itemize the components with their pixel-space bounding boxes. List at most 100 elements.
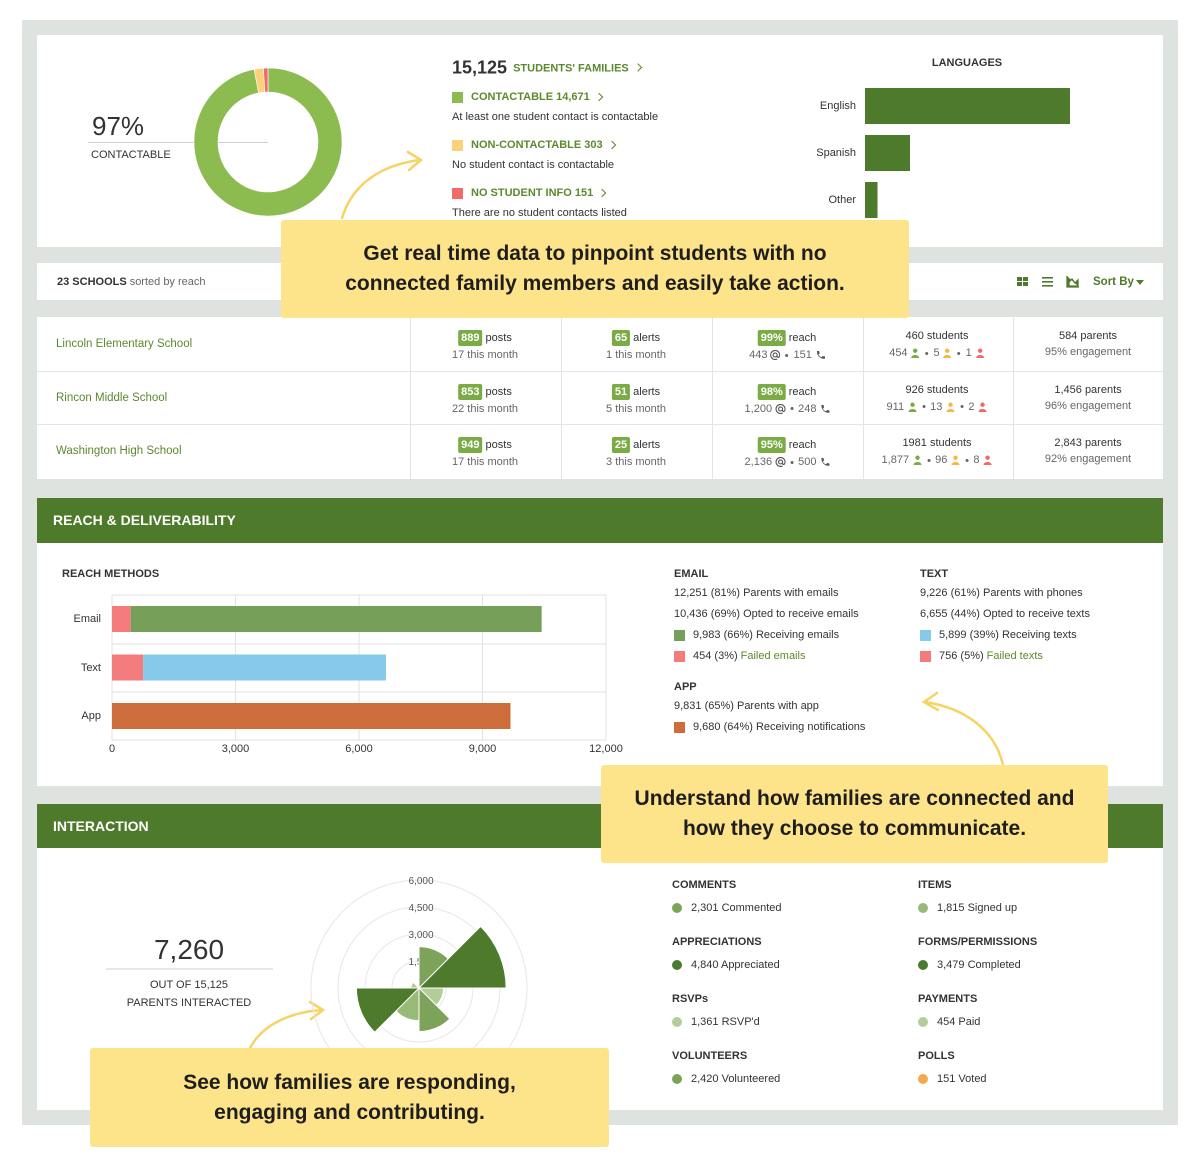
chart-icon[interactable] xyxy=(1066,276,1079,288)
stat-line: 12,251 (81%) Parents with emails xyxy=(674,587,839,599)
grid-icon[interactable] xyxy=(1023,277,1028,281)
legend-label[interactable]: NON-CONTACTABLE xyxy=(471,139,582,151)
bar-segment xyxy=(112,654,144,681)
phone-icon-shape xyxy=(821,458,830,467)
link-arrow xyxy=(597,188,607,198)
legend-dot xyxy=(672,1074,682,1084)
legend-swatch xyxy=(452,139,463,151)
callout: See how families are responding, engagin… xyxy=(90,1048,609,1147)
arrow xyxy=(340,158,422,220)
person-icon-shape xyxy=(913,455,922,466)
month-note: 22 this month xyxy=(451,402,519,415)
list-icon[interactable] xyxy=(1042,285,1053,287)
legend-description: No student contact is contactable xyxy=(452,159,615,171)
separator xyxy=(922,405,926,409)
partial-count: 5 xyxy=(933,347,940,359)
section-title: REACH & DELIVERABILITY xyxy=(53,512,236,528)
phone-icon xyxy=(821,404,830,413)
legend-text: 5,899 (39%) Receiving texts xyxy=(939,629,1077,641)
group-text: 3,479 Completed xyxy=(937,959,1021,971)
sort-by[interactable]: Sort By xyxy=(1093,276,1134,288)
person-icon xyxy=(983,455,992,466)
stat-legend: 9,680 (64%) Receiving notifications xyxy=(674,720,865,734)
arrow xyxy=(923,700,1005,767)
legend-dot xyxy=(918,960,928,970)
legend-item[interactable]: CONTACTABLE 14,671 xyxy=(452,90,603,104)
legend-link[interactable]: Failed texts xyxy=(986,650,1043,662)
dropdown-caret[interactable] xyxy=(1136,280,1144,285)
legend-label[interactable]: CONTACTABLE xyxy=(471,91,554,103)
legend-value[interactable]: 14,671 xyxy=(556,91,590,103)
grid-icon[interactable] xyxy=(1017,277,1022,281)
grid-icon[interactable] xyxy=(1023,282,1028,286)
phone-count: 248 xyxy=(798,402,817,415)
group-title: COMMENTS xyxy=(672,879,737,891)
language-label: English xyxy=(819,100,856,112)
legend-text: 9,680 (64%) Receiving notifications xyxy=(693,721,866,733)
bar-segment xyxy=(112,606,131,632)
badge-row: 51 alerts xyxy=(611,383,660,400)
stat-legend: 5,899 (39%) Receiving texts xyxy=(920,628,1077,642)
link-arrow xyxy=(633,62,642,72)
stat-line: 6,655 (44%) Opted to receive texts xyxy=(920,608,1090,620)
grid-icon[interactable] xyxy=(1017,282,1022,286)
badge: 98% xyxy=(757,383,786,400)
list-icon[interactable] xyxy=(1042,277,1053,279)
phone-count: 500 xyxy=(798,456,817,469)
count-label: PARENTS INTERACTED xyxy=(126,997,252,1009)
badge-row: 889 posts xyxy=(458,330,512,346)
category-label: App xyxy=(81,710,101,722)
group-item: 3,479 Completed xyxy=(918,958,1021,972)
total-link[interactable]: STUDENTS' FAMILIES xyxy=(513,62,629,75)
reach-detail: 443 151 xyxy=(749,348,825,362)
at-icon-shape xyxy=(770,350,781,360)
reach-detail: 2,136 500 xyxy=(745,455,830,469)
chart-title: REACH METHODS xyxy=(62,568,160,580)
x-tick-label: 9,000 xyxy=(468,743,497,755)
reach-panel xyxy=(37,498,1163,786)
stat-title: EMAIL xyxy=(674,568,709,580)
donut-slice xyxy=(263,67,269,93)
separator xyxy=(927,458,931,462)
group-item: 2,420 Volunteered xyxy=(672,1072,780,1086)
legend-link[interactable]: Failed emails xyxy=(740,650,806,662)
legend-value[interactable]: 151 xyxy=(574,187,594,199)
list-icon[interactable] xyxy=(1042,281,1053,283)
table-border xyxy=(37,424,1163,425)
phone-icon-shape xyxy=(816,351,825,359)
person-icon xyxy=(911,348,920,358)
group-title: POLLS xyxy=(918,1050,955,1062)
legend-item[interactable]: NO STUDENT INFO 151 xyxy=(452,186,607,200)
language-label: Other xyxy=(828,194,856,206)
separator xyxy=(957,351,961,355)
separator xyxy=(960,405,964,409)
legend-swatch xyxy=(674,629,685,641)
month-note: 5 this month xyxy=(606,402,666,415)
group-title: RSVPs xyxy=(672,993,709,1005)
bar-segment xyxy=(112,703,511,729)
legend-item[interactable]: NON-CONTACTABLE 303 xyxy=(452,138,616,152)
at-icon xyxy=(775,403,786,414)
arrow-head xyxy=(406,150,424,172)
legend-dot xyxy=(672,960,682,970)
at-icon-shape xyxy=(775,457,786,468)
link-arrow xyxy=(594,92,603,102)
stat-line: 9,226 (61%) Parents with phones xyxy=(920,587,1083,599)
school-name[interactable]: Lincoln Elementary School xyxy=(56,338,193,350)
schools-count: 23 SCHOOLS xyxy=(57,276,127,288)
group-item: 2,301 Commented xyxy=(672,901,782,915)
legend-value[interactable]: 303 xyxy=(584,139,603,151)
summary-panel xyxy=(37,35,1163,247)
group-title: PAYMENTS xyxy=(918,993,978,1005)
school-name[interactable]: Washington High School xyxy=(56,445,182,458)
badge-row: 95% reach xyxy=(757,437,816,454)
legend-label[interactable]: NO STUDENT INFO xyxy=(471,187,572,199)
separator xyxy=(790,460,794,464)
x-tick-label: 3,000 xyxy=(221,743,250,755)
legend-swatch xyxy=(920,629,931,641)
month-note: 1 this month xyxy=(606,349,666,361)
stat-title: TEXT xyxy=(920,568,949,580)
table-border xyxy=(863,317,864,479)
view-icons[interactable] xyxy=(1017,276,1144,288)
school-name[interactable]: Rincon Middle School xyxy=(56,391,168,404)
